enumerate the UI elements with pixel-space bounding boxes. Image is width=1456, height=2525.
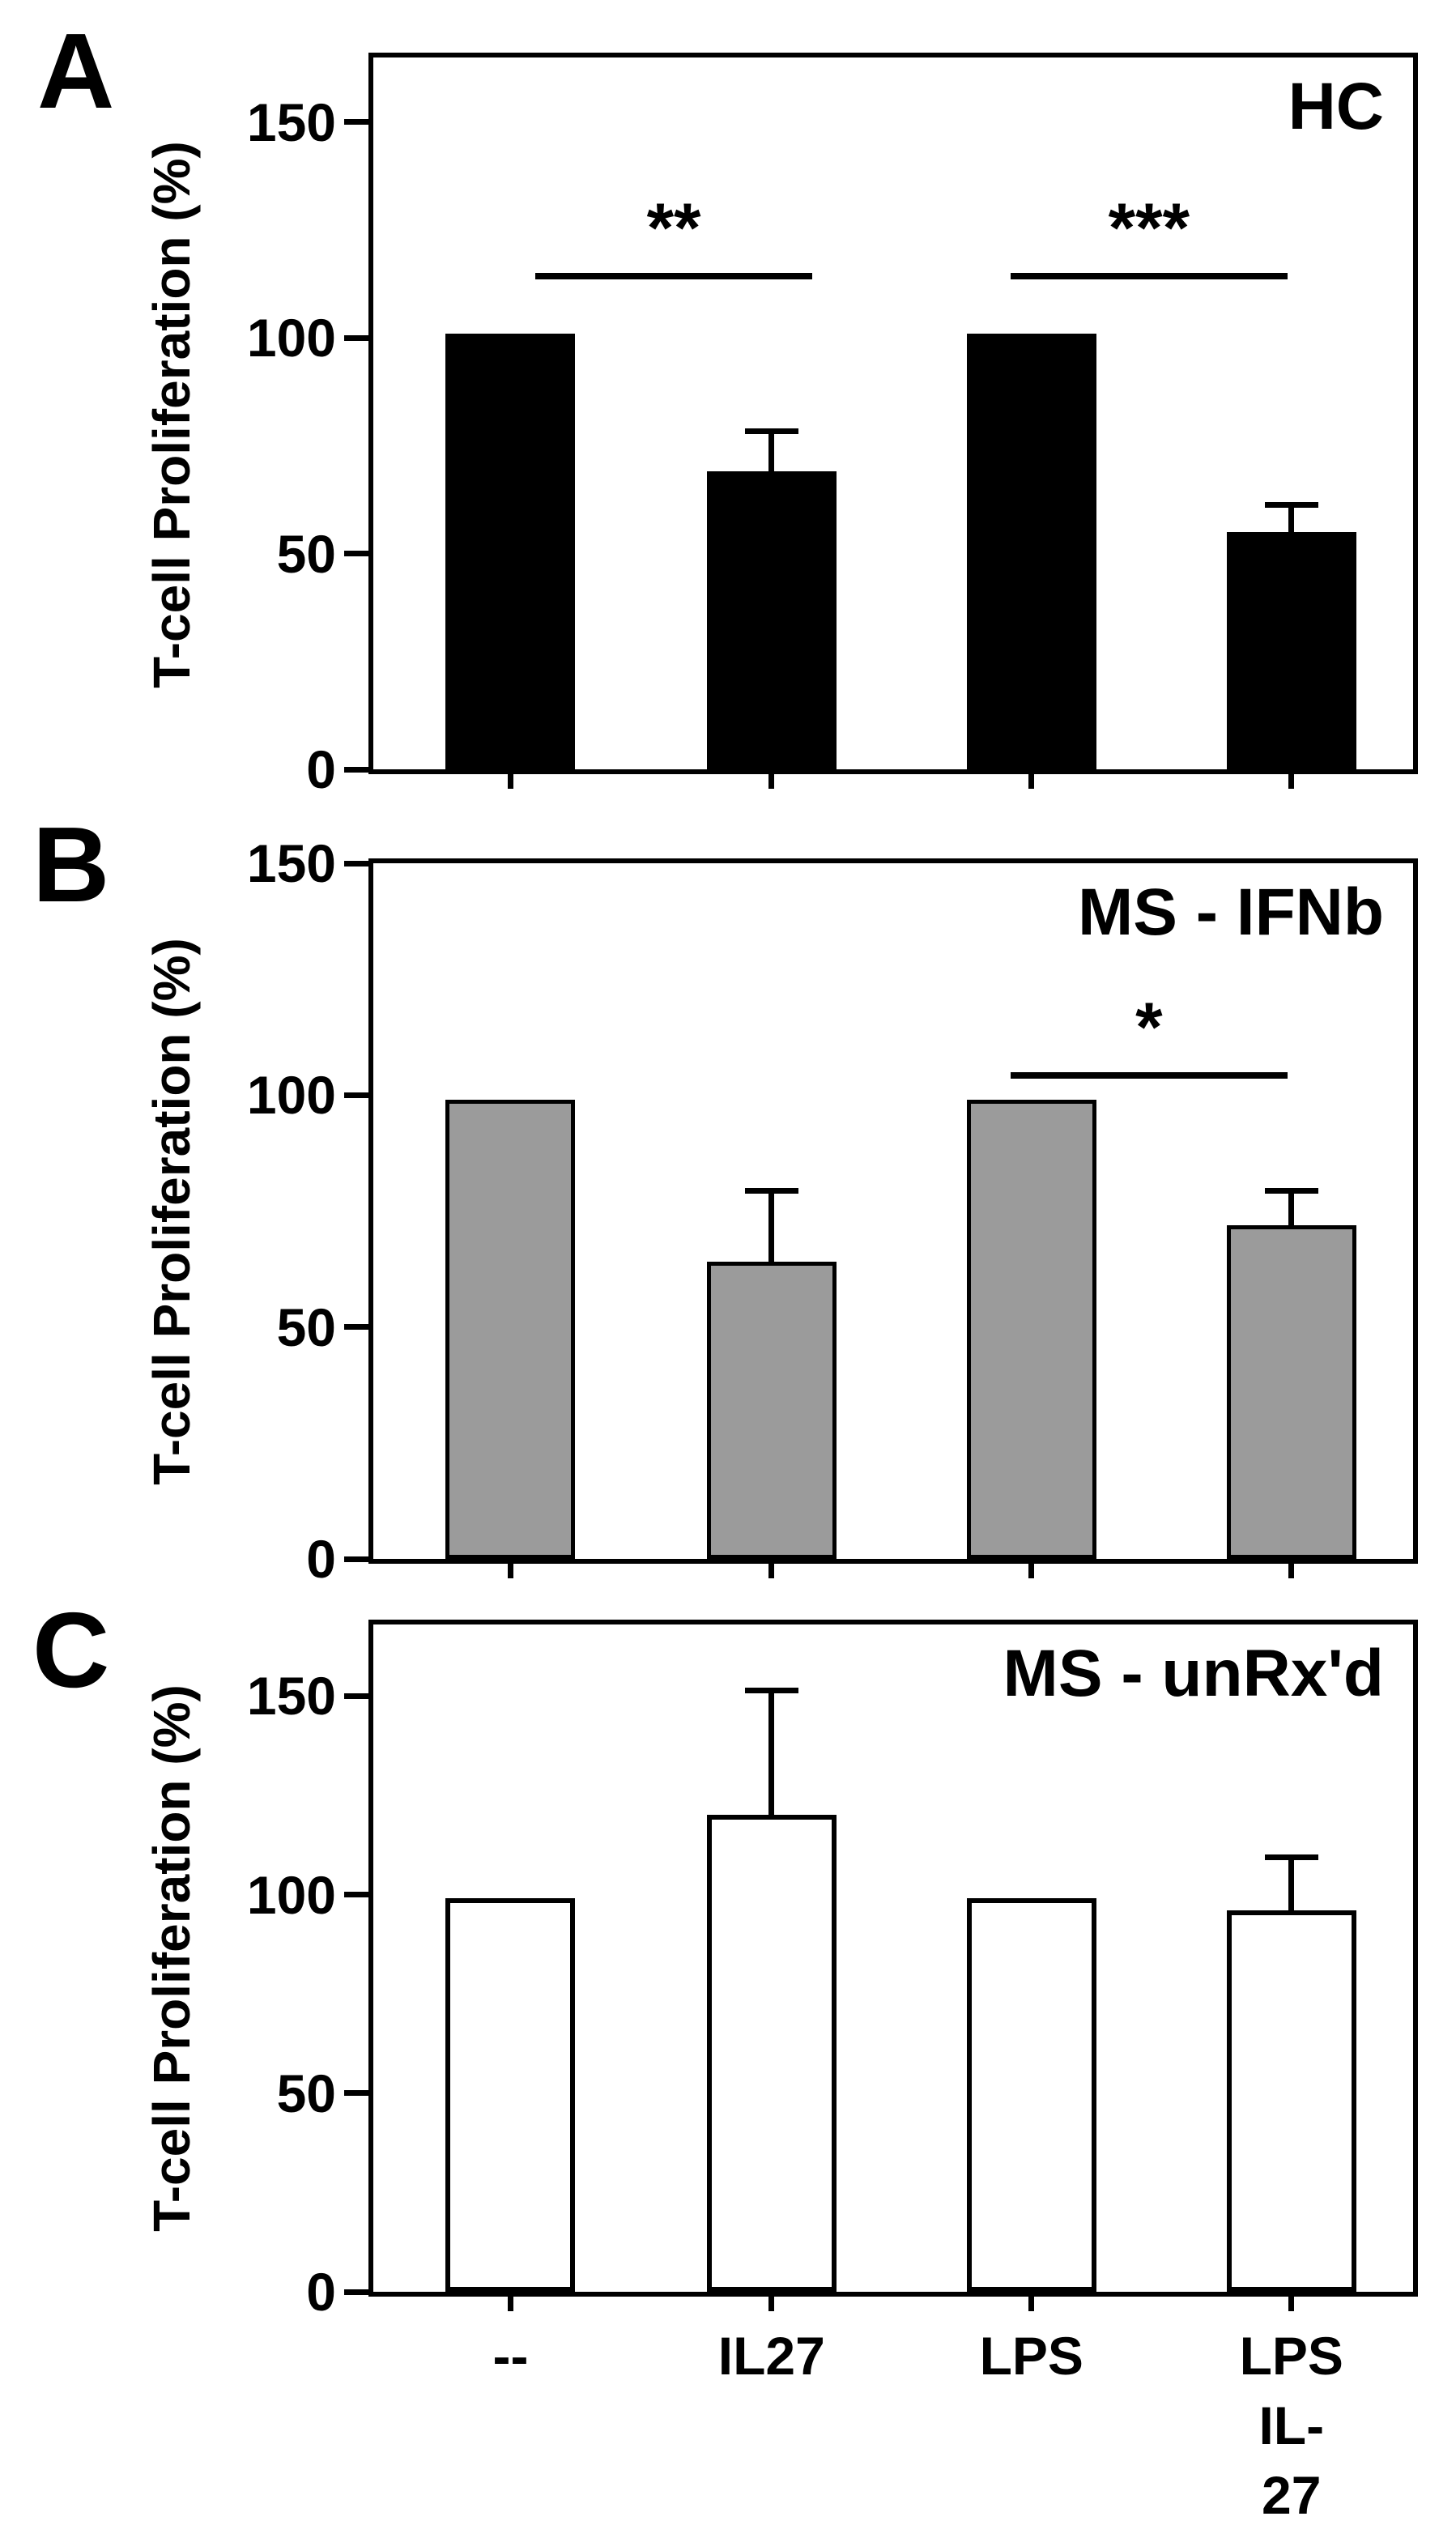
error-bar-cap [744,428,798,435]
y-tick [344,551,368,557]
x-axis-label-line: LPS [1239,2326,1343,2386]
y-tick [344,1892,368,1898]
x-axis-label-line: LPS [979,2326,1083,2386]
significance-line [1011,1071,1288,1079]
bar [966,1898,1096,2292]
y-tick-label: 100 [246,1065,336,1126]
y-tick [344,1693,368,1699]
y-tick-label: 100 [246,308,336,368]
y-tick-label: 150 [246,92,336,152]
y-tick [344,1092,368,1098]
x-tick [1028,1564,1035,1578]
x-axis-label-line: -- [492,2326,529,2386]
y-tick [344,2090,368,2097]
y-tick-label: 100 [246,1864,336,1925]
error-bar [1288,1854,1295,1911]
x-axis-labels: -- IL27 LPS LPS IL-27 [373,2321,1413,2525]
x-axis-label: LPS IL-27 [1231,2321,1352,2525]
panel-b-plot: MS - IFNb 0 50 100 150 * [247,837,1418,1586]
error-bar-cap [1264,1854,1318,1861]
error-bar-cap [744,1688,798,1694]
x-tick [1288,1564,1295,1578]
error-bar-cap [1264,1187,1318,1194]
panel-b-letter: B [32,805,110,924]
y-tick-label: 0 [306,2262,336,2322]
panel-c-y-axis-label: T-cell Proliferation (%) [143,1684,201,2232]
bar [445,1100,576,1559]
bar [706,1262,837,1559]
bar [445,1898,576,2292]
bar [706,471,837,769]
significance-label: ** [646,189,701,268]
bar [706,1815,837,2292]
y-tick [344,2289,368,2295]
bar [445,333,576,769]
bar [1226,1910,1356,2292]
panel-b-title: MS - IFNb [1077,875,1384,949]
x-tick [1288,774,1295,789]
x-tick [1288,2297,1295,2311]
panel-b-y-axis-label: T-cell Proliferation (%) [143,938,201,1485]
significance-line [535,273,812,280]
y-tick-label: 0 [306,1529,336,1589]
y-tick [344,334,368,341]
x-axis-label-line: IL27 [717,2326,825,2386]
y-tick [344,119,368,126]
bar [1226,532,1356,769]
panel-c-title: MS - unRx'd [1003,1637,1384,1710]
panel-a-plot: HC 0 50 100 150 ** *** [247,53,1418,796]
error-bar [768,1688,775,1816]
error-bar [768,428,775,472]
panel-a-letter: A [37,11,115,130]
x-tick [768,1564,775,1578]
y-tick [344,1324,368,1331]
x-tick [507,2297,513,2311]
y-tick-label: 0 [306,739,336,799]
bar [966,333,1096,769]
y-tick-label: 150 [246,833,336,893]
panel-a-y-axis-label: T-cell Proliferation (%) [143,141,201,688]
y-tick-label: 50 [276,2063,336,2123]
y-tick-label: 150 [246,1666,336,1727]
error-bar [1288,501,1295,532]
y-tick-label: 50 [276,1297,336,1357]
x-tick [507,774,513,789]
x-tick [768,774,775,789]
x-tick [507,1564,513,1578]
bar [966,1100,1096,1559]
y-tick [344,1556,368,1562]
error-bar [768,1187,775,1262]
significance-label: *** [1108,189,1190,268]
bar [1226,1224,1356,1559]
significance-label: * [1135,988,1163,1067]
x-axis-label: LPS [980,2321,1083,2391]
y-tick [344,766,368,773]
error-bar [1288,1187,1295,1225]
x-tick [768,2297,775,2311]
x-axis-label: IL27 [718,2321,825,2391]
error-bar-cap [744,1187,798,1194]
y-tick-label: 50 [276,523,336,584]
panel-a-title: HC [1288,70,1384,143]
x-tick [1028,2297,1035,2311]
error-bar-cap [1264,501,1318,508]
significance-line [1011,273,1288,280]
panel-c-plot: MS - unRx'd 0 50 100 150 [247,1620,1418,2318]
x-axis-label-line: IL-27 [1258,2395,1325,2525]
x-axis-label: -- [493,2321,529,2391]
y-tick [344,860,368,867]
x-tick [1028,774,1035,789]
panel-c-letter: C [32,1590,110,1710]
